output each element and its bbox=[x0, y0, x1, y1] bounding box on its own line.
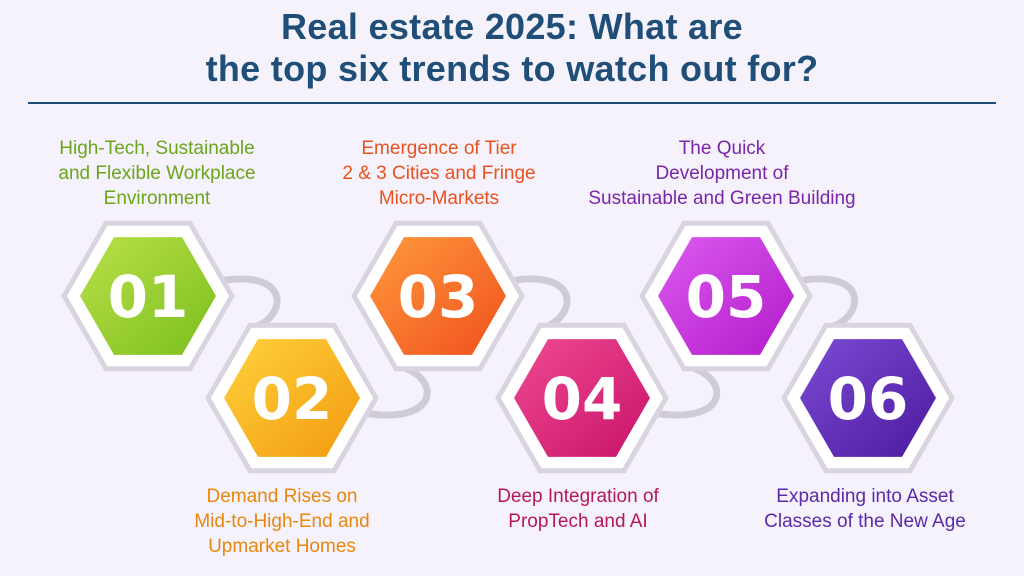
trend-label-line: The Quick bbox=[678, 138, 766, 159]
trend-label-line: High-Tech, Sustainable bbox=[59, 138, 255, 159]
hexagons: 01 02 03 04 05 06 bbox=[61, 220, 955, 474]
title-line-2: the top six trends to watch out for? bbox=[205, 48, 819, 89]
connector-3-4 bbox=[500, 275, 571, 332]
connectors bbox=[210, 275, 859, 419]
trend-number: 05 bbox=[686, 263, 767, 331]
hexagon-fill bbox=[224, 339, 360, 457]
trend-number: 04 bbox=[542, 365, 623, 433]
title-line-1: Real estate 2025: What are bbox=[280, 6, 744, 47]
trend-label-line: Mid-to-High-End and bbox=[194, 511, 370, 532]
trend-label-line: Upmarket Homes bbox=[208, 536, 356, 557]
trend-label-02: Demand Rises on Mid-to-High-End and Upmark… bbox=[162, 484, 402, 559]
title-divider bbox=[28, 102, 996, 104]
trend-hexagon-04: 04 bbox=[495, 322, 669, 474]
trend-label-line: Micro-Markets bbox=[378, 188, 500, 209]
trend-number: 02 bbox=[252, 365, 333, 433]
hexagon-fill bbox=[658, 237, 794, 355]
hexagon-fill bbox=[514, 339, 650, 457]
trend-label-line: 2 & 3 Cities and Fringe bbox=[342, 163, 536, 184]
trend-number: 01 bbox=[108, 263, 189, 331]
trend-label-05: The Quick Development of Sustainable and G… bbox=[577, 136, 867, 211]
trend-label-line: Environment bbox=[103, 188, 211, 209]
trend-label-line: Demand Rises on bbox=[206, 486, 358, 507]
trend-hexagon-01: 01 bbox=[61, 220, 235, 372]
trend-label-line: Development of bbox=[655, 163, 789, 184]
trend-label-line: Emergence of Tier bbox=[361, 138, 517, 159]
hexagon-fill bbox=[80, 237, 216, 355]
trend-label-line: PropTech and AI bbox=[508, 511, 648, 532]
trend-label-04: Deep Integration of PropTech and AI bbox=[458, 484, 698, 534]
trend-label-01: High-Tech, Sustainable and Flexible Workp… bbox=[37, 136, 277, 211]
trend-label-line: Classes of the New Age bbox=[764, 511, 966, 532]
connector-1-2 bbox=[210, 275, 281, 332]
connector-4-5 bbox=[644, 362, 721, 419]
trend-number: 03 bbox=[398, 263, 479, 331]
hexagon-fill bbox=[800, 339, 936, 457]
trend-label-line: Expanding into Asset bbox=[776, 486, 954, 507]
trend-label-06: Expanding into Asset Classes of the New A… bbox=[745, 484, 985, 534]
connector-2-3 bbox=[354, 362, 431, 419]
trend-hexagon-06: 06 bbox=[781, 322, 955, 474]
page-title: Real estate 2025: What are the top six t… bbox=[0, 6, 1024, 90]
connector-5-6 bbox=[788, 275, 859, 332]
trend-hexagon-03: 03 bbox=[351, 220, 525, 372]
trend-label-line: and Flexible Workplace bbox=[58, 163, 256, 184]
trend-number: 06 bbox=[828, 365, 909, 433]
trend-hexagon-05: 05 bbox=[639, 220, 813, 372]
trend-hexagon-02: 02 bbox=[205, 322, 379, 474]
trend-label-03: Emergence of Tier 2 & 3 Cities and Fringe… bbox=[319, 136, 559, 211]
trend-label-line: Deep Integration of bbox=[497, 486, 659, 507]
trend-label-line: Sustainable and Green Building bbox=[588, 188, 856, 209]
hexagon-fill bbox=[370, 237, 506, 355]
